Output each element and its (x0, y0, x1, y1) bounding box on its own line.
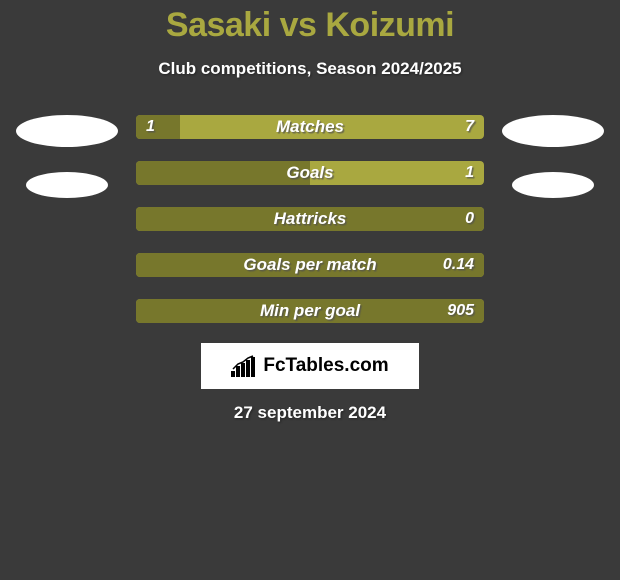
logo-text: FcTables.com (263, 355, 388, 377)
right-value: 905 (447, 302, 474, 320)
stat-bar: 1Matches7 (136, 115, 484, 139)
subtitle: Club competitions, Season 2024/2025 (0, 59, 620, 79)
right-value: 7 (465, 118, 474, 136)
stats-area: 1Matches7Goals1Hattricks0Goals per match… (0, 115, 620, 323)
stat-bar: Goals per match0.14 (136, 253, 484, 277)
stat-bar: Goals1 (136, 161, 484, 185)
player-avatar-left (16, 115, 118, 147)
stat-label: Min per goal (136, 301, 484, 321)
stat-label: Goals per match (136, 255, 484, 275)
team-badge-right (512, 172, 594, 198)
page-title: Sasaki vs Koizumi (0, 6, 620, 45)
stat-label: Goals (136, 163, 484, 183)
avatar-column-left (16, 115, 118, 198)
comparison-widget: Sasaki vs Koizumi Club competitions, Sea… (0, 0, 620, 423)
right-value: 0.14 (443, 256, 474, 274)
stat-label: Matches (136, 117, 484, 137)
team-badge-left (26, 172, 108, 198)
bars-column: 1Matches7Goals1Hattricks0Goals per match… (136, 115, 484, 323)
chart-icon (231, 355, 257, 377)
right-value: 0 (465, 210, 474, 228)
player-avatar-right (502, 115, 604, 147)
date-text: 27 september 2024 (0, 403, 620, 423)
stat-bar: Hattricks0 (136, 207, 484, 231)
avatar-column-right (502, 115, 604, 198)
stat-label: Hattricks (136, 209, 484, 229)
right-value: 1 (465, 164, 474, 182)
stat-bar: Min per goal905 (136, 299, 484, 323)
logo-box[interactable]: FcTables.com (201, 343, 419, 389)
